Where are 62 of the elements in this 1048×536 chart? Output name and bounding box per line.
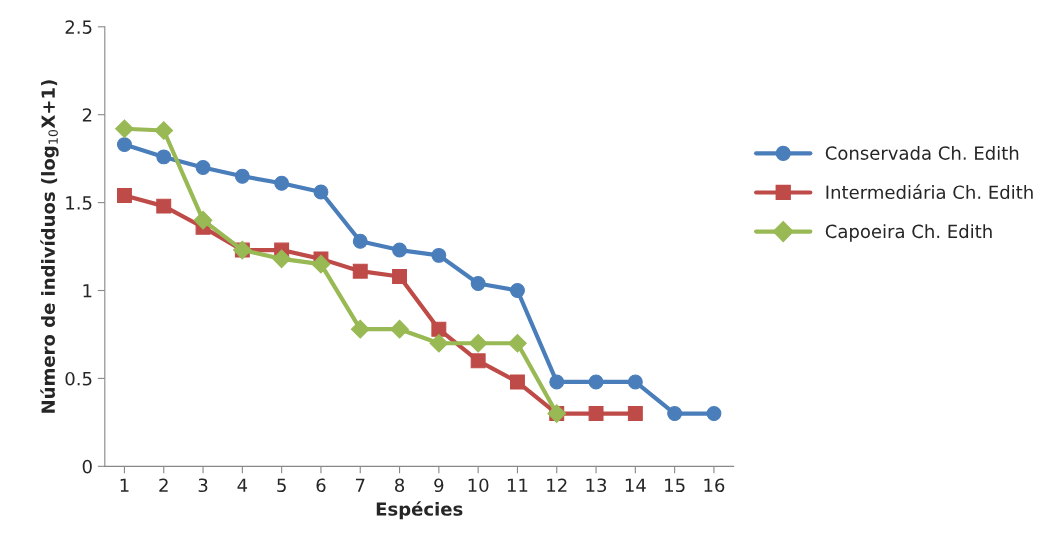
x-tick-label: 10 bbox=[468, 478, 489, 493]
point bbox=[274, 175, 290, 191]
x-axis-title: Espécies bbox=[376, 501, 463, 520]
x-tick-label: 14 bbox=[625, 478, 646, 492]
point bbox=[116, 188, 132, 204]
y-tick-label: 1 bbox=[83, 284, 92, 298]
point bbox=[509, 374, 525, 390]
point bbox=[116, 137, 132, 153]
point bbox=[627, 406, 643, 422]
legend-label: Conservada Ch. Edith bbox=[825, 145, 1019, 160]
x-tick-label: 5 bbox=[277, 478, 286, 493]
point bbox=[392, 242, 408, 258]
point bbox=[156, 149, 172, 165]
x-tick-label: 3 bbox=[198, 478, 208, 493]
x-tick-label: 6 bbox=[316, 478, 326, 493]
point bbox=[429, 333, 449, 353]
point bbox=[588, 374, 604, 390]
point bbox=[627, 374, 643, 390]
point bbox=[470, 276, 486, 291]
legend-label: Capoeira Ch. Edith bbox=[825, 224, 992, 242]
point bbox=[195, 159, 211, 175]
point bbox=[156, 198, 172, 214]
x-tick-label: 2 bbox=[159, 478, 168, 492]
point bbox=[468, 333, 488, 353]
point bbox=[193, 210, 213, 230]
x-tick-label: 8 bbox=[395, 478, 405, 493]
point bbox=[706, 406, 722, 422]
point bbox=[392, 268, 408, 284]
x-tick-label: 4 bbox=[237, 478, 248, 492]
point bbox=[588, 406, 604, 422]
x-tick-label: 1 bbox=[120, 478, 129, 492]
point bbox=[352, 233, 368, 249]
y-tick-label: 2 bbox=[82, 108, 92, 122]
y-tick-label: 2.5 bbox=[65, 20, 92, 34]
x-tick-label: 12 bbox=[547, 478, 567, 492]
point bbox=[272, 249, 292, 269]
legend-label: Intermediária Ch. Edith bbox=[826, 184, 1033, 200]
point bbox=[509, 283, 525, 298]
x-tick-label: 15 bbox=[665, 478, 685, 493]
x-tick-label: 9 bbox=[434, 478, 444, 493]
point bbox=[311, 254, 331, 274]
point bbox=[390, 319, 409, 339]
point bbox=[154, 121, 174, 140]
x-tick-label: 13 bbox=[586, 478, 607, 493]
x-tick-label: 7 bbox=[355, 478, 365, 492]
point bbox=[431, 321, 447, 337]
y-tick-label: 1.5 bbox=[66, 196, 92, 210]
y-tick-label: 0 bbox=[82, 459, 92, 474]
point bbox=[313, 184, 329, 200]
x-tick-label: 16 bbox=[704, 478, 725, 493]
point bbox=[667, 406, 683, 422]
point bbox=[431, 247, 447, 263]
x-tick-label: 11 bbox=[507, 478, 528, 492]
point bbox=[508, 333, 527, 353]
y-tick-label: 0.5 bbox=[65, 371, 92, 386]
point bbox=[234, 168, 250, 184]
point bbox=[470, 353, 486, 369]
point bbox=[350, 319, 370, 339]
point bbox=[549, 374, 565, 390]
point bbox=[352, 263, 368, 279]
y-axis-title: Número de indivíduos (log$_{10}$X+1) bbox=[40, 80, 59, 413]
point bbox=[115, 119, 134, 139]
